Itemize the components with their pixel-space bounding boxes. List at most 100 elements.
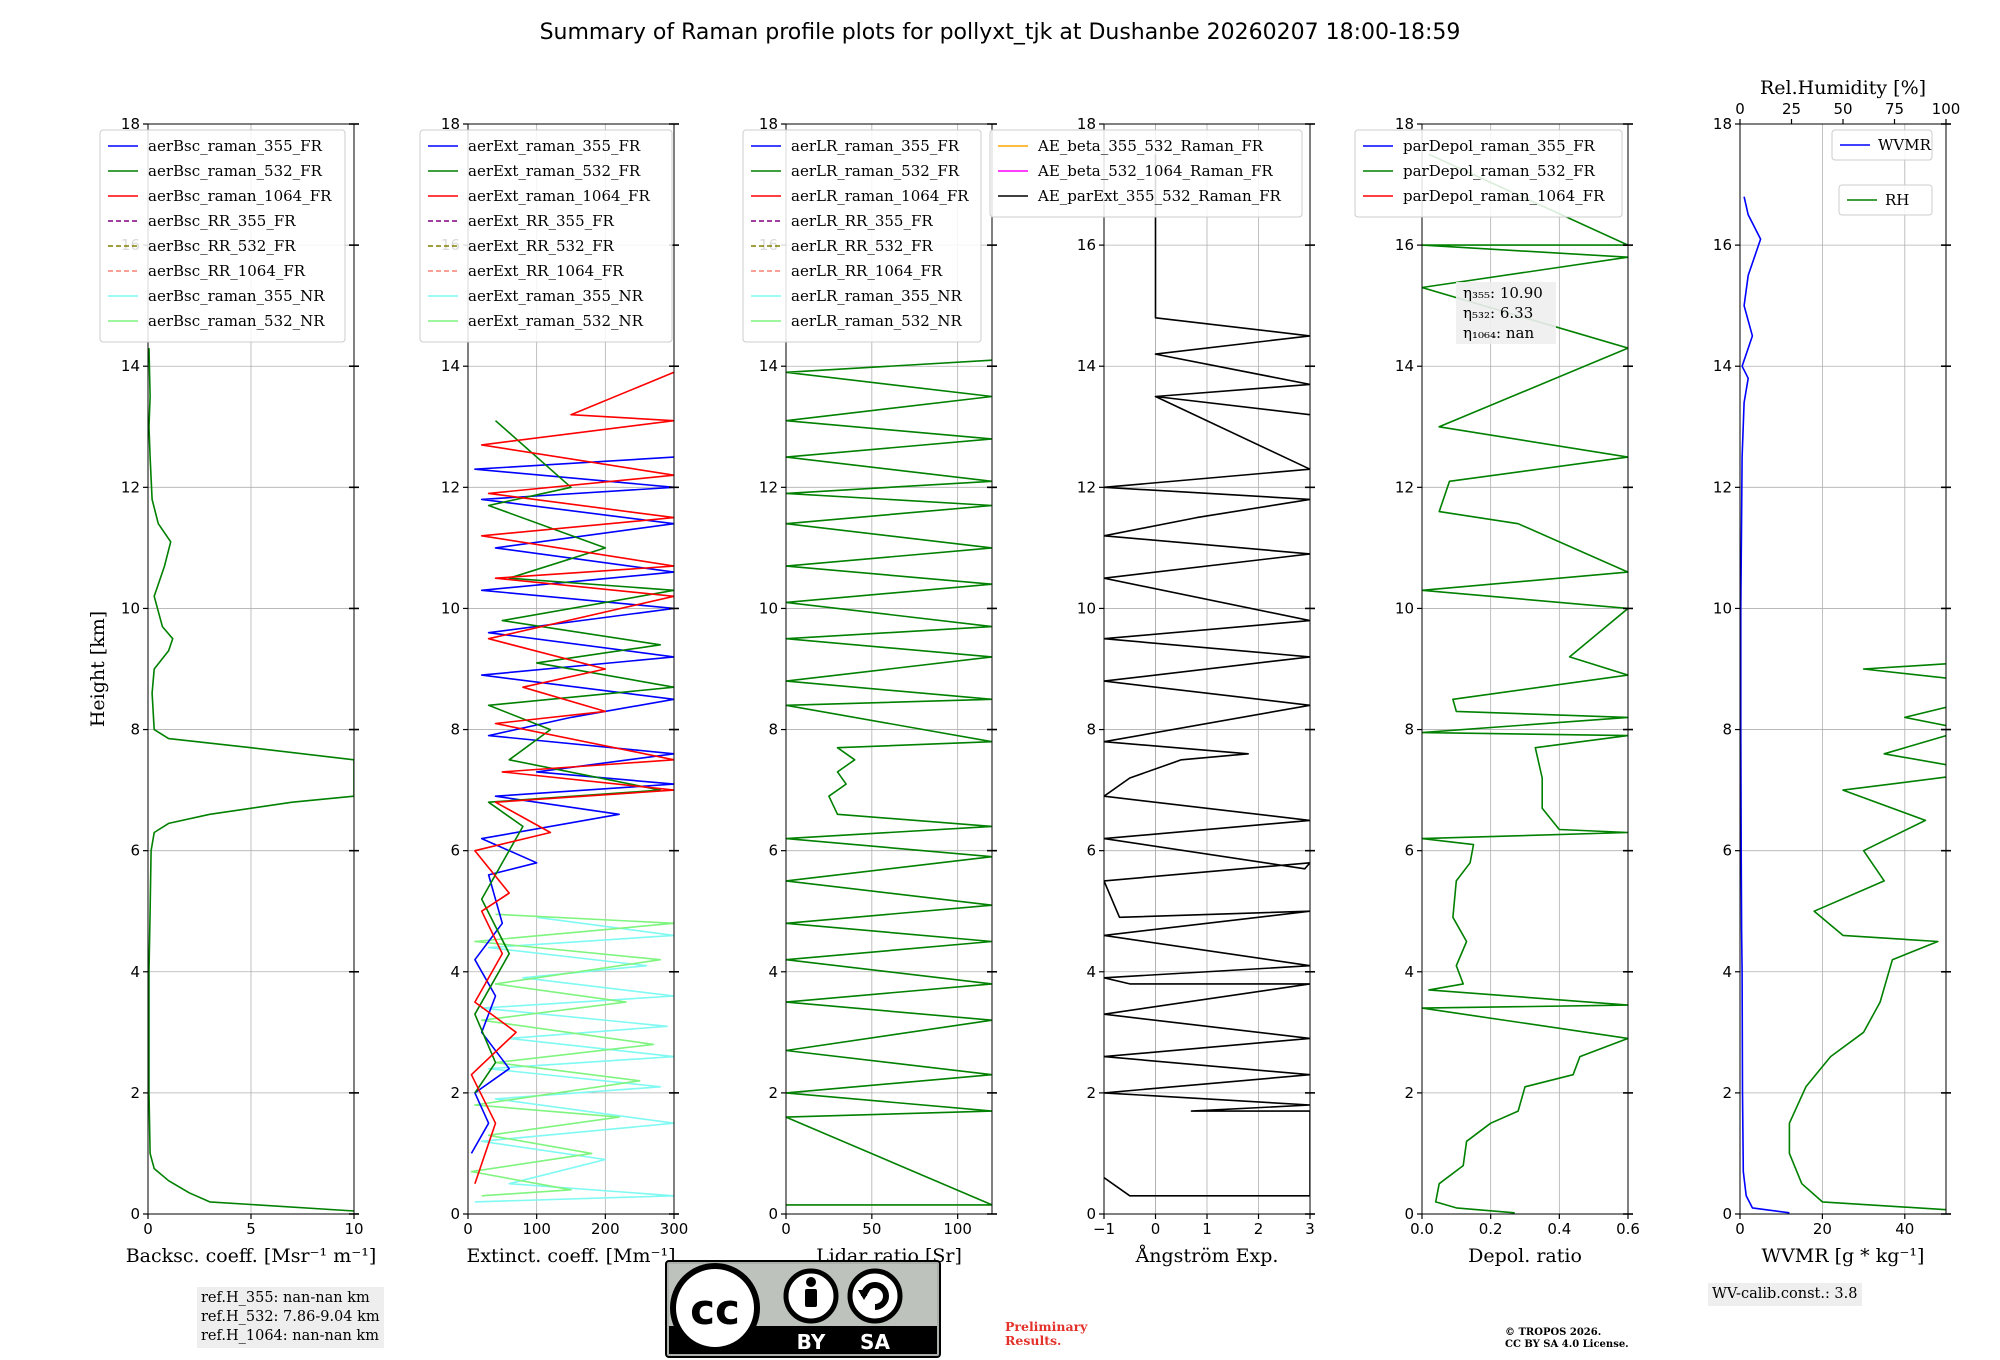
ref-height-532: ref.H_532: 7.86-9.04 km	[201, 1309, 380, 1325]
y-tick-label: 18	[1077, 115, 1096, 133]
legend: aerBsc_raman_355_FR aerBsc_raman_532_FRae…	[99, 129, 346, 343]
x-tick-label: 300	[660, 1220, 689, 1238]
y-tick-label: 6	[768, 842, 778, 860]
y-tick-label: 16	[1395, 236, 1414, 254]
top-tick-label: 25	[1782, 100, 1801, 118]
y-tick-label: 8	[130, 721, 140, 739]
legend-entry: aerBsc_raman_532_FR	[148, 162, 323, 180]
depol-annotation: η₃₅₅: 10.90 η₅₃₂: 6.33 η₁₀₆₄: nan	[1456, 282, 1556, 344]
legend: WVMR RH	[1831, 129, 1933, 216]
series-line-AE_parExt_355_532_Raman_FR	[1104, 154, 1310, 1197]
y-tick-label: 8	[1086, 721, 1096, 739]
x-tick-label: 0.4	[1547, 1220, 1571, 1238]
legend-entry: aerLR_RR_1064_FR	[791, 262, 943, 280]
panel-extinction: 0246810121416180100200300Extinct. coeff.…	[419, 115, 689, 1267]
legend-entry: AE_parExt_355_532_Raman_FR	[1037, 187, 1282, 205]
y-tick-label: 2	[1722, 1084, 1732, 1102]
legend-entry: aerBsc_raman_1064_FR	[148, 187, 332, 205]
annotation-text: η₁₀₆₄: nan	[1463, 324, 1534, 342]
annotation-text: η₅₃₂: 6.33	[1463, 304, 1533, 322]
ref-height-355: ref.H_355: nan-nan km	[201, 1290, 370, 1306]
legend: aerLR_raman_355_FR aerLR_raman_532_FR aerL…	[742, 129, 982, 343]
y-tick-label: 10	[759, 599, 778, 617]
y-tick-label: 8	[450, 721, 460, 739]
legend-entry: aerLR_raman_532_FR	[791, 162, 960, 180]
y-tick-label: 14	[1713, 357, 1732, 375]
y-tick-label: 6	[130, 842, 140, 860]
legend-entry: aerLR_RR_532_FR	[791, 237, 933, 255]
y-axis-label: Height [km]	[87, 611, 109, 727]
legend-box	[419, 129, 673, 343]
legend-box	[1354, 129, 1623, 218]
preliminary-note: Preliminary Results.	[1005, 1320, 1087, 1348]
x-tick-label: 0.6	[1616, 1220, 1640, 1238]
series-line-aerExt_raman_355_FR	[470, 456, 674, 1154]
legend-entry: aerLR_RR_355_FR	[791, 212, 933, 230]
y-tick-label: 8	[1722, 721, 1732, 739]
series-line-aerExt_raman_1064_FR	[470, 371, 674, 1184]
y-tick-label: 2	[450, 1084, 460, 1102]
x-axis-label: Depol. ratio	[1468, 1245, 1582, 1267]
x-tick-label: 20	[1813, 1220, 1832, 1238]
top-axis-label: Rel.Humidity [%]	[1760, 77, 1926, 99]
series-group	[148, 348, 354, 1212]
copyright-line-1: © TROPOS 2026.	[1505, 1327, 1602, 1338]
series-line-aerExt_raman_532_FR	[474, 420, 674, 1094]
top-tick-label: 75	[1885, 100, 1904, 118]
legend-box	[1831, 129, 1933, 161]
y-tick-label: 2	[1086, 1084, 1096, 1102]
y-tick-label: 0	[1722, 1205, 1732, 1223]
y-tick-label: 0	[450, 1205, 460, 1223]
y-tick-label: 12	[121, 478, 140, 496]
y-tick-label: 0	[1086, 1205, 1096, 1223]
y-tick-label: 18	[121, 115, 140, 133]
x-tick-label: 0	[781, 1220, 791, 1238]
x-tick-label: 0.0	[1410, 1220, 1434, 1238]
y-tick-label: 2	[130, 1084, 140, 1102]
y-tick-label: 12	[441, 478, 460, 496]
y-tick-label: 18	[1395, 115, 1414, 133]
legend-entry: aerExt_RR_355_FR	[468, 212, 615, 230]
x-tick-label: 50	[862, 1220, 881, 1238]
y-tick-label: 14	[121, 357, 140, 375]
x-axis-label: Ångström Exp.	[1135, 1245, 1279, 1267]
x-tick-label: 1	[1202, 1220, 1212, 1238]
y-tick-label: 18	[1713, 115, 1732, 133]
series-group	[786, 359, 992, 1206]
legend-entry: aerBsc_raman_532_NR	[148, 312, 325, 330]
x-tick-label: 0	[143, 1220, 153, 1238]
wv-calib-box: WV-calib.const.: 3.8	[1708, 1283, 1862, 1306]
y-tick-label: 6	[1086, 842, 1096, 860]
x-axis-label: WVMR [g * kg⁻¹]	[1762, 1245, 1925, 1267]
x-tick-label: 0	[463, 1220, 473, 1238]
y-tick-label: 12	[759, 478, 778, 496]
y-tick-label: 14	[441, 357, 460, 375]
y-tick-label: 10	[1713, 599, 1732, 617]
copyright-line-2: CC BY SA 4.0 License.	[1505, 1339, 1629, 1350]
legend-entry: aerBsc_raman_355_FR	[148, 137, 323, 155]
series-group	[470, 371, 674, 1203]
y-tick-label: 4	[1404, 963, 1414, 981]
ref-height-1064: ref.H_1064: nan-nan km	[201, 1328, 379, 1344]
legend-box	[742, 129, 982, 343]
legend-entry: aerBsc_RR_355_FR	[148, 212, 296, 230]
panel-lidar-ratio: 024681012141618050100Lidar ratio [Sr]aer…	[742, 115, 997, 1267]
x-tick-label: −1	[1093, 1220, 1115, 1238]
top-tick-label: 100	[1932, 100, 1961, 118]
cc-logo-text: cc	[690, 1285, 740, 1334]
legend-entry: parDepol_raman_355_FR	[1403, 137, 1596, 155]
series-line-parDepol_raman_532_FR	[1422, 153, 1628, 1214]
figure-title: Summary of Raman profile plots for polly…	[539, 20, 1461, 45]
y-tick-label: 8	[768, 721, 778, 739]
axes-frame	[1421, 123, 1629, 1215]
legend-entry: WVMR	[1878, 136, 1932, 154]
legend-box	[99, 129, 346, 343]
y-tick-label: 6	[1722, 842, 1732, 860]
y-tick-label: 8	[1404, 721, 1414, 739]
legend: AE_beta_355_532_Raman_FR AE_beta_532_1064…	[989, 129, 1303, 218]
legend-box	[1838, 184, 1933, 216]
y-tick-label: 0	[1404, 1205, 1414, 1223]
legend-entry: aerBsc_raman_355_NR	[148, 287, 325, 305]
y-tick-label: 18	[441, 115, 460, 133]
